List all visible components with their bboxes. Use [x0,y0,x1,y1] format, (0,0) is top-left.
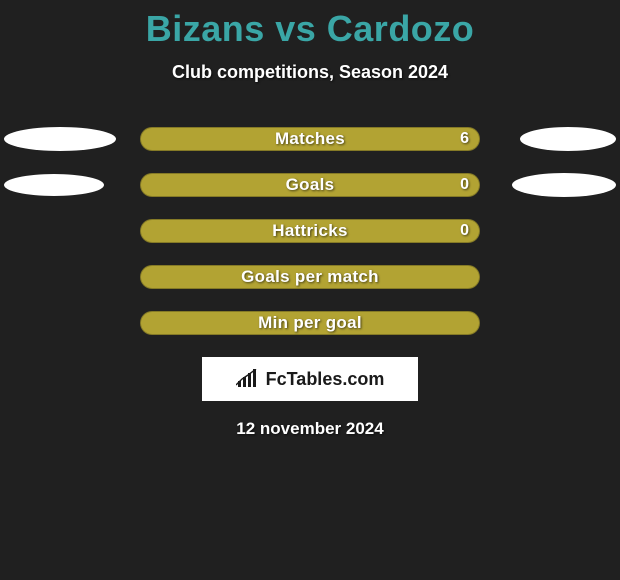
stat-bar: Goals 0 [140,173,480,197]
right-value-ellipse [512,173,616,197]
brand-logo-text: FcTables.com [266,369,385,390]
footer-date: 12 november 2024 [0,419,620,439]
bar-chart-icon [236,369,260,389]
stat-bar: Hattricks 0 [140,219,480,243]
left-value-ellipse [4,127,116,151]
page-title: Bizans vs Cardozo [0,8,620,50]
stat-label: Min per goal [258,313,362,333]
stat-value: 0 [460,176,469,194]
stat-row-goals-per-match: Goals per match [0,265,620,289]
stat-value: 0 [460,222,469,240]
stat-bar: Min per goal [140,311,480,335]
stat-bar: Matches 6 [140,127,480,151]
stat-row-min-per-goal: Min per goal [0,311,620,335]
stat-label: Goals [286,175,335,195]
left-value-ellipse [4,174,104,196]
stat-bar: Goals per match [140,265,480,289]
stat-value: 6 [460,130,469,148]
stat-row-goals: Goals 0 [0,173,620,197]
right-value-ellipse [520,127,616,151]
stats-list: Matches 6 Goals 0 Hattricks 0 Goals per … [0,127,620,335]
brand-logo[interactable]: FcTables.com [202,357,418,401]
stat-label: Matches [275,129,345,149]
stat-row-hattricks: Hattricks 0 [0,219,620,243]
stat-label: Hattricks [272,221,347,241]
stat-label: Goals per match [241,267,379,287]
stat-row-matches: Matches 6 [0,127,620,151]
comparison-card: Bizans vs Cardozo Club competitions, Sea… [0,0,620,580]
page-subtitle: Club competitions, Season 2024 [0,62,620,83]
